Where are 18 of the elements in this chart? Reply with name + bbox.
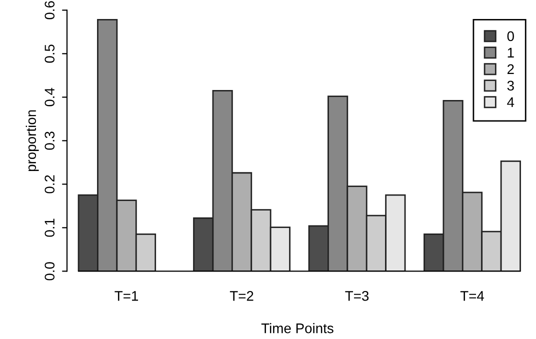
y-tick-label: 0.0 <box>44 262 55 280</box>
y-tick-label: 0.4 <box>44 88 55 106</box>
y-tick-label: 0.3 <box>44 132 55 150</box>
x-tick-label: T=4 <box>460 291 484 301</box>
x-tick-label: T=3 <box>345 291 369 301</box>
y-axis-title: proportion <box>26 110 39 172</box>
x-axis-title: Time Points <box>261 323 334 334</box>
y-tick-label: 0.5 <box>44 44 55 63</box>
legend-label: 2 <box>507 64 514 74</box>
legend-label: 3 <box>507 80 514 91</box>
legend-label: 0 <box>507 31 514 42</box>
y-tick-label: 0.2 <box>44 175 55 194</box>
x-tick-label: T=2 <box>230 291 254 301</box>
legend-label: 4 <box>507 97 514 107</box>
x-tick-label: T=1 <box>114 291 138 301</box>
y-tick-label: 0.1 <box>44 218 55 237</box>
y-tick-label: 0.6 <box>44 1 55 20</box>
legend-label: 1 <box>508 48 514 58</box>
